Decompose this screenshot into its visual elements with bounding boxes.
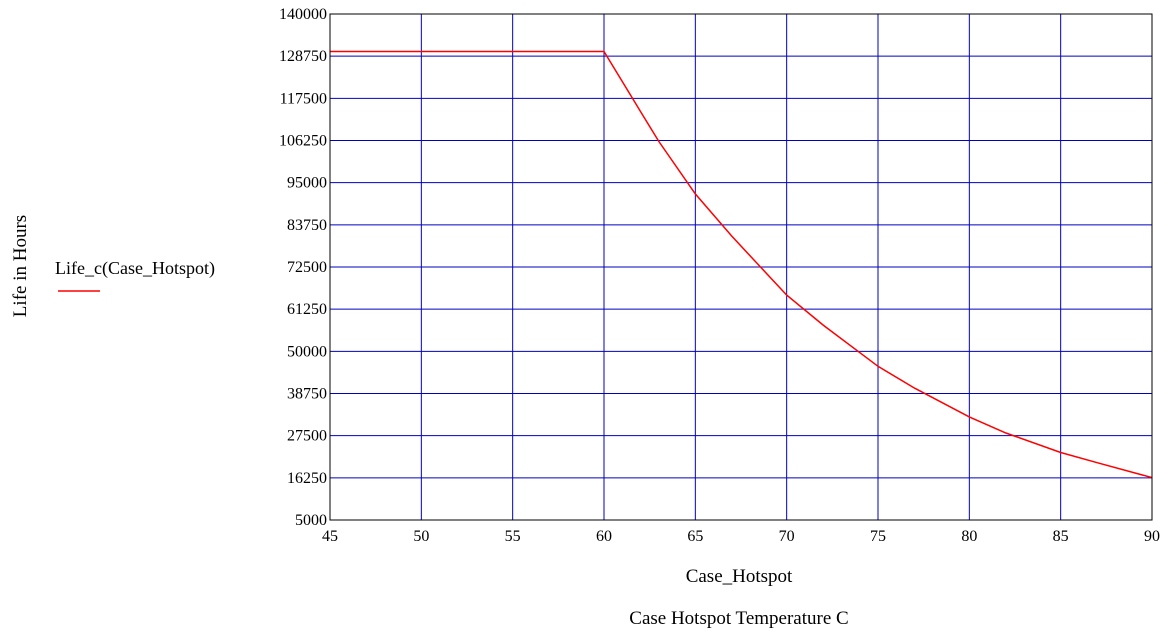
y-tick-label: 38750 <box>287 386 327 403</box>
x-axis-label: Case Hotspot Temperature C <box>629 608 848 629</box>
x-tick-label: 50 <box>413 528 429 545</box>
plot-frame <box>329 13 1153 521</box>
y-tick-label: 140000 <box>279 6 327 23</box>
x-tick-label: 65 <box>687 528 703 545</box>
y-tick-label: 16250 <box>287 470 327 487</box>
x-tick-label: 45 <box>322 528 338 545</box>
y-tick-label: 72500 <box>287 259 327 276</box>
y-tick-label: 128750 <box>279 48 327 65</box>
series-lines <box>330 50 1153 479</box>
legend: Life_c(Case_Hotspot) <box>55 258 215 292</box>
legend-entry-label: Life_c(Case_Hotspot) <box>55 258 215 279</box>
series-line <box>330 50 1153 479</box>
y-tick-labels: 5000 16250 27500 38750 50000 61250 72500 83750 9… <box>279 6 327 529</box>
x-tick-label: 85 <box>1053 528 1069 545</box>
x-tick-label: 55 <box>505 528 521 545</box>
y-axis-label: Life in Hours <box>10 215 31 317</box>
grid <box>329 13 1153 521</box>
y-tick-label: 106250 <box>279 133 327 150</box>
y-tick-label: 61250 <box>287 301 327 318</box>
y-tick-label: 50000 <box>287 343 327 360</box>
x-tick-label: 60 <box>596 528 612 545</box>
y-tick-label: 117500 <box>280 90 327 107</box>
x-tick-label: 75 <box>870 528 886 545</box>
y-tick-label: 95000 <box>287 175 327 192</box>
x-variable-label: Case_Hotspot <box>686 566 793 587</box>
x-tick-label: 90 <box>1144 528 1160 545</box>
y-tick-label: 83750 <box>287 217 327 234</box>
x-tick-label: 80 <box>961 528 977 545</box>
x-tick-label: 70 <box>779 528 795 545</box>
y-tick-label: 5000 <box>295 512 327 529</box>
x-tick-labels: 45 50 55 60 65 70 75 80 85 90 <box>322 528 1160 545</box>
y-tick-label: 27500 <box>287 428 327 445</box>
